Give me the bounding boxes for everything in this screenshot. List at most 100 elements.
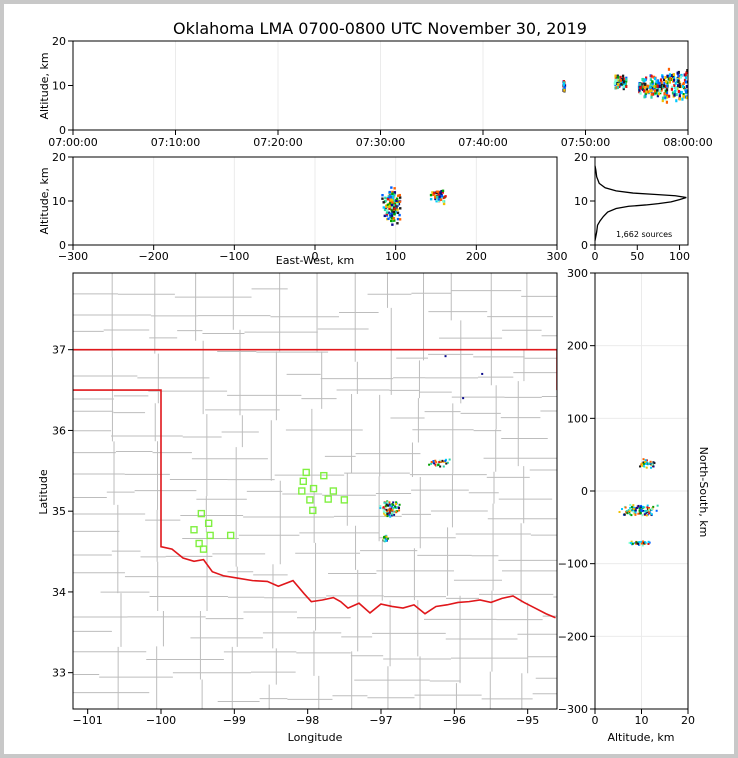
lightning-source bbox=[650, 466, 653, 469]
lightning-source bbox=[433, 191, 436, 195]
lightning-source bbox=[638, 543, 641, 546]
lightning-source bbox=[667, 67, 671, 71]
plan-view-xlabel: Longitude bbox=[288, 731, 343, 744]
lightning-source bbox=[645, 509, 648, 512]
lma-station-marker bbox=[206, 531, 214, 540]
lightning-source bbox=[677, 74, 680, 78]
lightning-source bbox=[432, 460, 435, 463]
lightning-source bbox=[655, 80, 658, 84]
lightning-source bbox=[650, 95, 653, 99]
lightning-source bbox=[686, 74, 689, 78]
lightning-source bbox=[645, 90, 648, 94]
lightning-source bbox=[390, 511, 393, 514]
lightning-source bbox=[394, 211, 397, 214]
lightning-source bbox=[684, 73, 687, 77]
lightning-source bbox=[677, 77, 681, 81]
lightning-source bbox=[655, 509, 658, 512]
lightning-source bbox=[628, 510, 631, 513]
altitude-ns-ylabel: North-South, km bbox=[697, 447, 710, 538]
lightning-source bbox=[669, 77, 672, 81]
lightning-source bbox=[563, 88, 566, 92]
lightning-source bbox=[630, 540, 633, 543]
county-line bbox=[73, 570, 557, 581]
lightning-source bbox=[618, 511, 621, 514]
lightning-source bbox=[388, 207, 391, 211]
lightning-source bbox=[623, 82, 626, 86]
lightning-source bbox=[399, 207, 402, 210]
lightning-source bbox=[685, 84, 688, 88]
lightning-source bbox=[387, 195, 391, 198]
lightning-source bbox=[384, 535, 387, 538]
lightning-source bbox=[393, 513, 396, 516]
lightning-source bbox=[382, 201, 385, 204]
lightning-source bbox=[645, 76, 648, 80]
lightning-source bbox=[635, 542, 638, 545]
county-line bbox=[73, 550, 557, 561]
lightning-source bbox=[684, 80, 688, 84]
lightning-source bbox=[680, 73, 683, 77]
lightning-source bbox=[670, 77, 674, 81]
lightning-source bbox=[637, 504, 640, 507]
lightning-source bbox=[645, 514, 648, 517]
north-south-tick-label: −200 bbox=[558, 630, 588, 643]
lightning-source bbox=[437, 190, 440, 194]
lightning-source bbox=[652, 465, 655, 468]
lightning-source bbox=[638, 90, 641, 94]
lightning-source bbox=[625, 76, 628, 80]
count-tick-label: 50 bbox=[630, 250, 644, 263]
lightning-source bbox=[678, 97, 682, 101]
lightning-source bbox=[648, 85, 652, 89]
altitude-tick-label: 20 bbox=[574, 151, 588, 164]
lightning-source bbox=[393, 200, 396, 203]
lightning-source bbox=[663, 82, 666, 86]
lma-station-marker bbox=[320, 471, 328, 480]
east-west-xlabel: East-West, km bbox=[276, 254, 354, 267]
latitude-tick-label: 37 bbox=[52, 344, 66, 357]
lightning-source bbox=[657, 84, 660, 88]
lightning-source bbox=[682, 92, 685, 96]
time-height-ylabel: Altitude, km bbox=[38, 52, 51, 119]
lightning-source bbox=[649, 82, 652, 86]
lightning-source bbox=[642, 465, 645, 468]
lightning-source bbox=[440, 189, 443, 193]
lightning-source bbox=[390, 208, 393, 212]
lightning-source bbox=[661, 96, 665, 100]
lightning-source bbox=[655, 91, 659, 95]
lightning-source bbox=[645, 466, 648, 469]
lightning-source bbox=[396, 510, 399, 513]
lightning-source bbox=[650, 513, 653, 516]
lightning-source bbox=[382, 206, 385, 209]
lightning-source bbox=[390, 206, 393, 209]
time-tick-label: 08:00:00 bbox=[663, 136, 712, 149]
lightning-source bbox=[647, 540, 650, 543]
lightning-source bbox=[629, 503, 632, 506]
lightning-source bbox=[617, 82, 620, 86]
lightning-source bbox=[667, 77, 670, 81]
lightning-source bbox=[652, 75, 655, 79]
lightning-source bbox=[390, 508, 393, 511]
lightning-source bbox=[638, 507, 641, 510]
lightning-source bbox=[562, 82, 566, 86]
lightning-source bbox=[666, 95, 669, 99]
lightning-source bbox=[678, 83, 681, 87]
lightning-source bbox=[651, 80, 654, 84]
lightning-source bbox=[642, 540, 645, 543]
lightning-source bbox=[385, 539, 388, 542]
plan-view-panel: −101 −100 −99 −98 −97 −96 −95 33 34 35 36 37 Latitu… bbox=[37, 272, 558, 744]
lightning-source bbox=[395, 199, 398, 203]
lightning-source bbox=[652, 505, 655, 508]
lightning-source bbox=[664, 89, 667, 93]
lightning-source bbox=[656, 504, 659, 507]
lightning-source bbox=[386, 510, 389, 513]
north-south-tick-label: 200 bbox=[567, 340, 588, 353]
lightning-source bbox=[630, 514, 633, 517]
lightning-source bbox=[396, 204, 399, 207]
lightning-source bbox=[653, 89, 657, 93]
lightning-source bbox=[441, 459, 444, 462]
lightning-source bbox=[636, 542, 639, 545]
lightning-source bbox=[640, 509, 643, 512]
lightning-source bbox=[676, 71, 679, 75]
lightning-source bbox=[436, 195, 439, 199]
lightning-source bbox=[665, 80, 668, 84]
lightning-source bbox=[444, 355, 447, 358]
